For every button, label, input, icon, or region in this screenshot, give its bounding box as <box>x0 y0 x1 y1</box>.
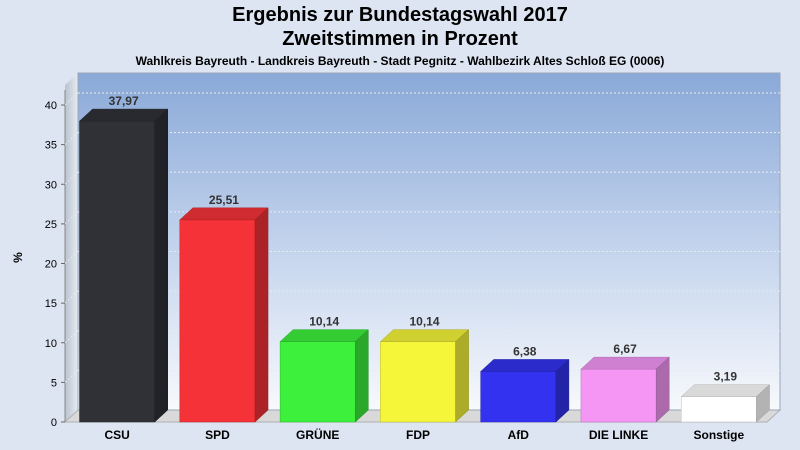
x-tick-label: AfD <box>508 428 530 442</box>
y-tick-label: 10 <box>45 338 57 350</box>
bar-top <box>680 384 771 397</box>
bar-die-linke <box>580 356 670 423</box>
x-axis-ticks: CSU SPD GRÜNE FDP AfD DIE LINKE Sonstige <box>104 427 744 442</box>
y-axis-label: % <box>11 252 25 263</box>
grid-line-side <box>64 370 79 383</box>
grid-line-side <box>64 251 79 264</box>
x-tick-label: CSU <box>104 428 129 442</box>
bar-afd <box>480 358 570 423</box>
bar-side <box>756 384 770 423</box>
bar-front <box>380 341 456 423</box>
bar-top <box>279 329 369 342</box>
bar-top <box>580 356 670 370</box>
data-label: 3,19 <box>714 370 738 384</box>
data-label: 6,67 <box>613 342 637 356</box>
x-tick-label: SPD <box>205 428 230 442</box>
y-tick-label: 30 <box>45 179 57 191</box>
x-tick-label: GRÜNE <box>296 427 339 442</box>
bar-side <box>555 358 570 423</box>
chart-title: Ergebnis zur Bundestagswahl 2017 <box>232 4 568 26</box>
value-labels: 37,97 25,51 10,14 10,14 6,38 6,67 3,19 <box>109 94 738 384</box>
grid-line-side <box>64 92 79 106</box>
bar-spd <box>179 207 269 423</box>
data-label: 37,97 <box>109 94 139 108</box>
data-label: 10,14 <box>309 315 339 329</box>
bar-top <box>78 108 169 122</box>
x-tick-label: FDP <box>406 428 430 442</box>
y-tick-label: 35 <box>45 140 57 152</box>
bar-front <box>279 341 356 423</box>
y-tick-label: 0 <box>51 417 57 429</box>
y-axis-ticks: 0 5 10 15 20 25 30 35 40 <box>45 100 65 429</box>
grid-line-side <box>64 330 79 344</box>
bar-front <box>480 371 557 423</box>
y-tick-label: 5 <box>51 377 57 389</box>
bar-side <box>254 207 269 423</box>
bar-front <box>179 219 256 423</box>
x-tick-label: DIE LINKE <box>589 428 648 442</box>
grid-line-side <box>64 171 79 185</box>
data-label: 25,51 <box>209 193 239 207</box>
chart-caption: Wahlkreis Bayreuth - Landkreis Bayreuth … <box>135 54 665 68</box>
bar-side <box>655 356 670 423</box>
y-tick-label: 20 <box>45 259 57 271</box>
data-label: 10,14 <box>409 315 439 329</box>
bar-top <box>379 329 470 342</box>
plot-side-wall <box>65 73 78 422</box>
bar-sonstige <box>680 384 771 423</box>
x-tick-label: Sonstige <box>694 428 745 442</box>
data-label: 6,38 <box>513 344 537 358</box>
bar-side <box>455 329 469 423</box>
bar-csu <box>78 108 169 423</box>
grid-line-side <box>64 290 79 304</box>
y-tick-label: 40 <box>45 100 57 112</box>
bar-top <box>480 359 570 372</box>
y-tick-label: 25 <box>45 219 57 231</box>
bar-front <box>79 120 155 423</box>
bars-group <box>78 108 771 423</box>
chart-subtitle: Zweitstimmen in Prozent <box>282 28 518 50</box>
bar-side <box>154 108 168 423</box>
bar-grüne <box>279 329 369 423</box>
bar-front <box>580 368 657 423</box>
bar-top <box>179 207 269 221</box>
grid-line-side <box>64 211 79 225</box>
bar-front <box>681 396 757 423</box>
grid-line-side <box>64 132 79 145</box>
bar-side <box>355 329 369 423</box>
bar-fdp <box>379 329 470 423</box>
y-tick-label: 15 <box>45 298 57 310</box>
